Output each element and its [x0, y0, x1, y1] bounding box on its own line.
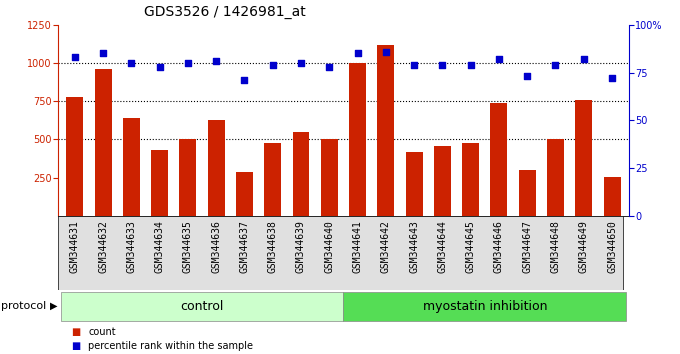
- Text: ▶: ▶: [50, 301, 57, 311]
- Text: GSM344637: GSM344637: [239, 219, 250, 273]
- Point: [409, 62, 420, 68]
- Bar: [349, 63, 366, 216]
- Text: GSM344636: GSM344636: [211, 219, 221, 273]
- Bar: [123, 118, 140, 216]
- Point: [578, 56, 589, 62]
- Text: ■: ■: [71, 327, 81, 337]
- Text: percentile rank within the sample: percentile rank within the sample: [88, 341, 254, 351]
- Point: [126, 60, 137, 66]
- Text: GSM344640: GSM344640: [324, 219, 335, 273]
- Text: GSM344635: GSM344635: [183, 219, 193, 273]
- Bar: [61, 292, 343, 321]
- Point: [98, 51, 109, 56]
- Bar: [462, 143, 479, 216]
- Text: GDS3526 / 1426981_at: GDS3526 / 1426981_at: [143, 5, 305, 19]
- Bar: [604, 177, 621, 216]
- Bar: [207, 120, 224, 216]
- Text: myostatin inhibition: myostatin inhibition: [422, 300, 547, 313]
- Point: [267, 62, 278, 68]
- Bar: [377, 45, 394, 216]
- Bar: [547, 139, 564, 216]
- Bar: [180, 139, 197, 216]
- Text: GSM344638: GSM344638: [268, 219, 277, 273]
- Point: [239, 78, 250, 83]
- Bar: [66, 97, 83, 216]
- Text: GSM344650: GSM344650: [607, 219, 617, 273]
- Point: [550, 62, 561, 68]
- Point: [465, 62, 476, 68]
- Text: control: control: [180, 300, 224, 313]
- Point: [182, 60, 193, 66]
- Point: [352, 51, 363, 56]
- Text: GSM344644: GSM344644: [437, 219, 447, 273]
- Bar: [575, 100, 592, 216]
- Bar: [519, 170, 536, 216]
- Text: GSM344641: GSM344641: [352, 219, 362, 273]
- Text: count: count: [88, 327, 116, 337]
- Text: GSM344631: GSM344631: [70, 219, 80, 273]
- Bar: [292, 132, 309, 216]
- Bar: [236, 172, 253, 216]
- Point: [380, 49, 391, 55]
- Text: GSM344649: GSM344649: [579, 219, 589, 273]
- Text: GSM344632: GSM344632: [98, 219, 108, 273]
- Text: GSM344646: GSM344646: [494, 219, 504, 273]
- Text: ■: ■: [71, 341, 81, 351]
- Bar: [490, 103, 507, 216]
- Text: GSM344639: GSM344639: [296, 219, 306, 273]
- Text: GSM344642: GSM344642: [381, 219, 391, 273]
- Point: [211, 58, 222, 64]
- Point: [324, 64, 335, 70]
- Text: GSM344643: GSM344643: [409, 219, 419, 273]
- Point: [522, 74, 532, 79]
- Point: [154, 64, 165, 70]
- Bar: [95, 69, 112, 216]
- Bar: [343, 292, 626, 321]
- Bar: [321, 139, 338, 216]
- Point: [607, 75, 617, 81]
- Point: [494, 56, 505, 62]
- Bar: [151, 150, 168, 216]
- Bar: [434, 145, 451, 216]
- Text: GSM344648: GSM344648: [551, 219, 560, 273]
- Text: GSM344647: GSM344647: [522, 219, 532, 273]
- Point: [69, 55, 80, 60]
- Point: [437, 62, 448, 68]
- Text: protocol: protocol: [1, 301, 46, 311]
- Point: [296, 60, 307, 66]
- Text: GSM344634: GSM344634: [154, 219, 165, 273]
- Text: GSM344633: GSM344633: [126, 219, 136, 273]
- Bar: [405, 152, 422, 216]
- Bar: [265, 143, 282, 216]
- Text: GSM344645: GSM344645: [466, 219, 475, 273]
